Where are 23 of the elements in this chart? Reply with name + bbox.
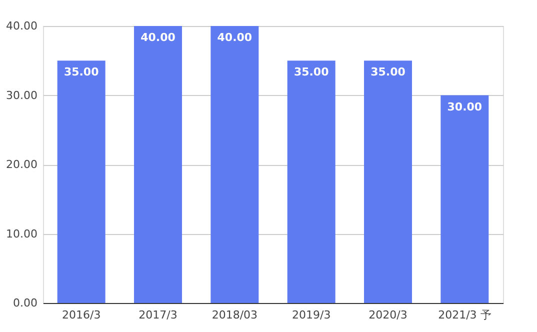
data-label: 35.00: [64, 66, 100, 79]
bar: [287, 60, 336, 303]
bar: [440, 95, 489, 303]
data-label: 35.00: [370, 66, 406, 79]
y-tick-label: 0.00: [13, 296, 38, 310]
data-label: 30.00: [447, 100, 482, 114]
x-tick-label: 2017/3: [138, 308, 178, 322]
y-tick-label: 30.00: [6, 88, 38, 102]
bar: [210, 26, 259, 303]
data-label: 35.00: [294, 66, 330, 79]
bar: [364, 60, 412, 303]
bar: [134, 26, 182, 303]
y-tick-label: 40.00: [6, 20, 38, 32]
x-tick-label: 2018/03: [212, 308, 258, 322]
y-tick-label: 10.00: [6, 227, 38, 240]
bar: [57, 60, 106, 303]
x-tick-label: 2021/3 予: [438, 308, 492, 322]
x-tick-label: 2019/3: [292, 308, 331, 322]
x-tick-label: 2016/3: [62, 308, 101, 322]
x-tick-label: 2020/3: [368, 308, 408, 322]
data-label: 40.00: [140, 31, 176, 44]
data-label: 40.00: [217, 31, 252, 44]
y-tick-label: 20.00: [6, 158, 38, 171]
